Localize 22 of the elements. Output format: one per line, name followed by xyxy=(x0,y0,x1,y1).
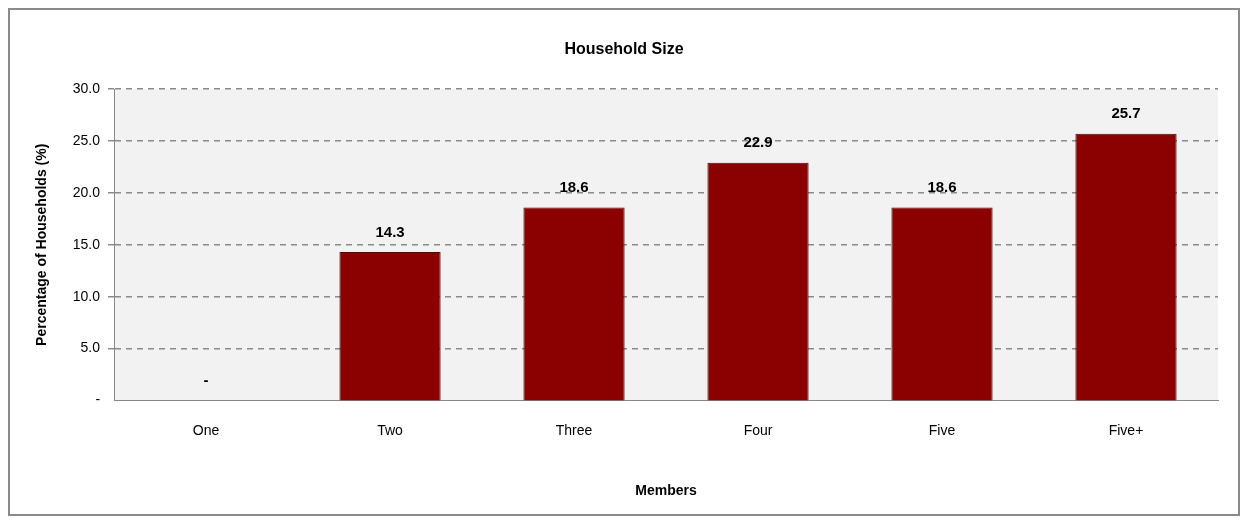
x-tick-label: Three xyxy=(555,421,593,438)
x-tick-label: Five+ xyxy=(1108,421,1144,438)
y-tick-label: 25.0 xyxy=(72,131,101,148)
y-tick-label: 20.0 xyxy=(72,183,101,200)
data-label: 18.6 xyxy=(559,178,589,196)
x-tick-label: Two xyxy=(377,421,404,438)
x-axis-title: Members xyxy=(635,482,697,499)
data-label: 14.3 xyxy=(375,222,405,240)
x-tick-label: Five xyxy=(928,421,956,438)
data-label: - xyxy=(203,371,209,389)
y-tick-label: 15.0 xyxy=(72,235,101,252)
data-label: 25.7 xyxy=(1111,104,1141,122)
data-label: 22.9 xyxy=(743,133,773,151)
y-tick-label: 30.0 xyxy=(72,80,101,97)
x-tick-label: One xyxy=(192,421,220,438)
data-label: 18.6 xyxy=(927,178,957,196)
y-axis-title: Percentage of Households (%) xyxy=(33,143,50,346)
y-tick-label: - xyxy=(95,391,101,408)
y-tick-label: 10.0 xyxy=(72,287,101,304)
y-tick-label: 5.0 xyxy=(80,339,101,356)
chart-title: Household Size xyxy=(564,40,684,58)
x-tick-label: Four xyxy=(743,421,773,438)
